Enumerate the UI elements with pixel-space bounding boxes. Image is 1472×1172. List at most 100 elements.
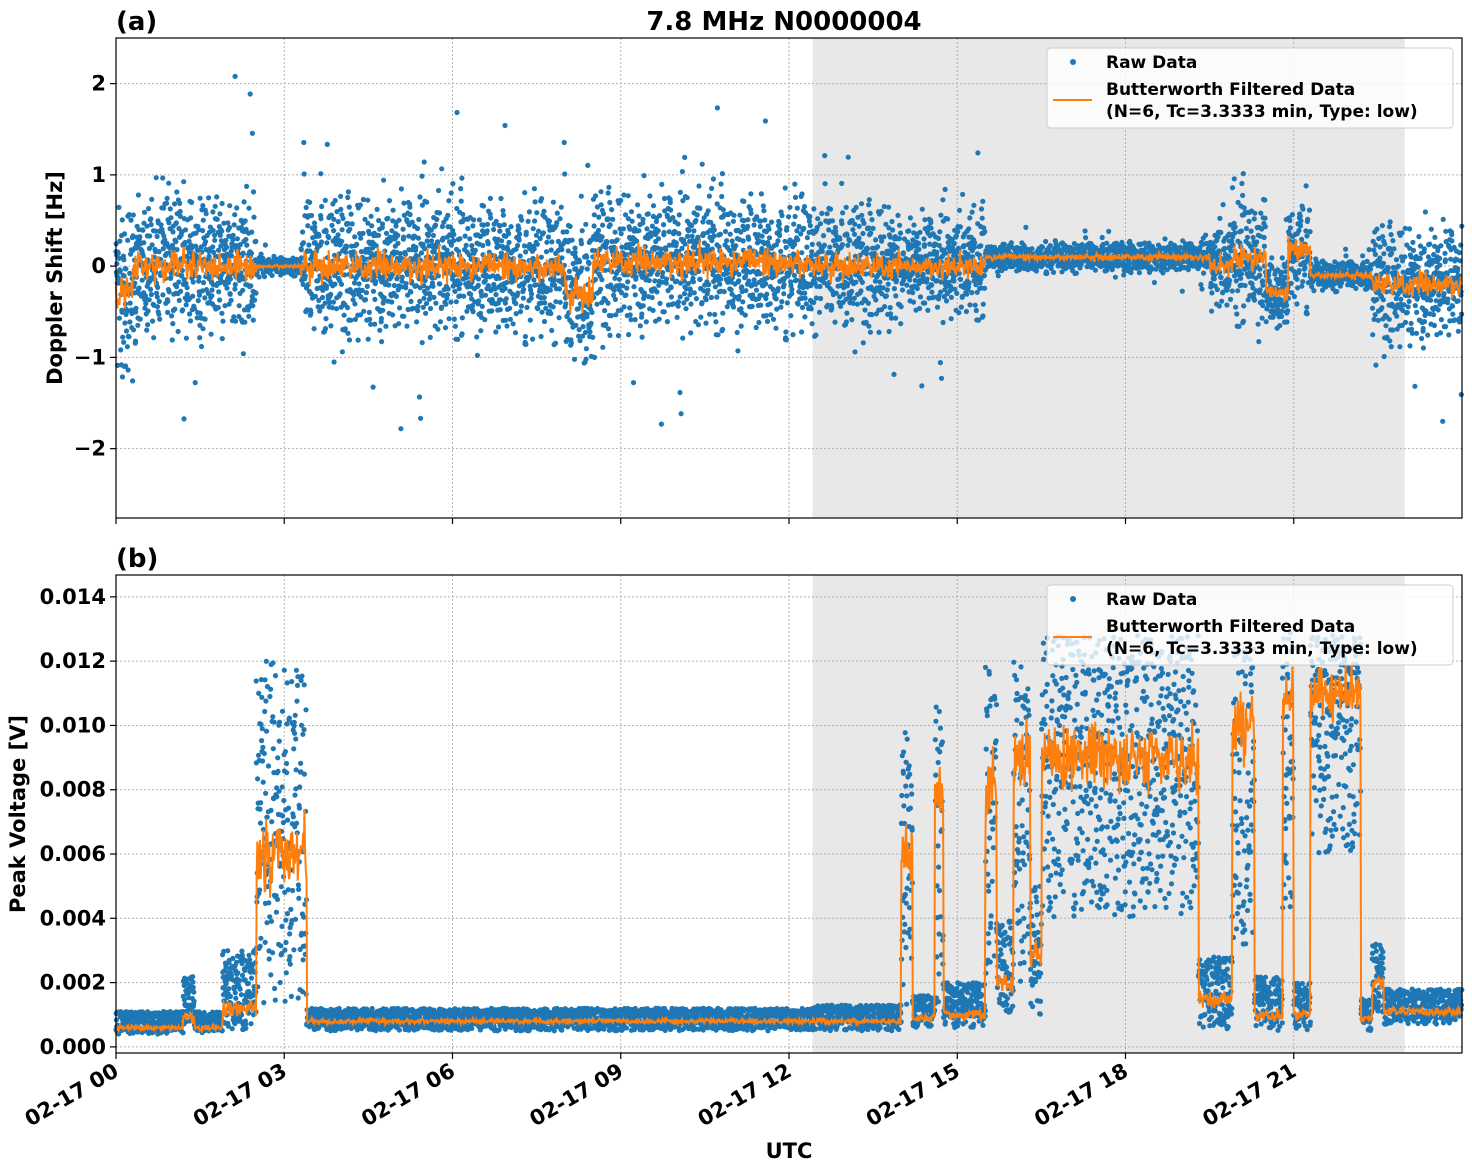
raw-point — [365, 336, 371, 342]
raw-point — [607, 199, 613, 206]
raw-point — [143, 301, 149, 307]
raw-point — [881, 234, 887, 240]
raw-point — [967, 302, 973, 308]
raw-point — [424, 199, 430, 205]
raw-point — [751, 222, 757, 228]
raw-point — [696, 183, 702, 189]
raw-point — [181, 416, 187, 422]
raw-point — [869, 217, 875, 223]
raw-point — [408, 289, 414, 295]
raw-point — [697, 205, 703, 211]
raw-point — [507, 316, 513, 322]
raw-point — [345, 194, 351, 201]
raw-point — [121, 339, 127, 345]
raw-point — [641, 173, 647, 179]
panel-b-label: (b) — [116, 544, 158, 574]
raw-point — [152, 249, 159, 255]
raw-point — [706, 193, 713, 199]
raw-point — [712, 311, 718, 318]
raw-point — [300, 240, 307, 246]
raw-point — [491, 281, 497, 288]
raw-point — [228, 253, 235, 259]
raw-point — [699, 161, 705, 167]
raw-point — [429, 238, 435, 244]
raw-point — [668, 207, 674, 213]
raw-point — [342, 326, 348, 332]
raw-point — [364, 283, 370, 289]
raw-point — [224, 251, 230, 257]
raw-point — [115, 250, 121, 256]
raw-point — [948, 316, 954, 322]
raw-point — [822, 181, 828, 187]
raw-point — [174, 247, 180, 253]
raw-point — [572, 249, 578, 256]
raw-point — [318, 216, 324, 222]
raw-point — [724, 238, 730, 244]
raw-point — [338, 281, 345, 287]
raw-point — [730, 218, 737, 224]
raw-point — [958, 304, 964, 310]
raw-point — [436, 187, 442, 194]
raw-point — [419, 173, 425, 179]
raw-point — [809, 241, 815, 247]
raw-point — [436, 210, 443, 216]
raw-point — [538, 254, 544, 260]
raw-point — [390, 207, 396, 213]
raw-point — [663, 276, 670, 282]
raw-point — [187, 318, 194, 324]
raw-point — [522, 190, 528, 196]
raw-point — [421, 295, 427, 301]
raw-point — [184, 291, 190, 297]
raw-point — [484, 221, 491, 227]
raw-point — [820, 233, 827, 239]
raw-point — [925, 307, 931, 313]
raw-point — [183, 281, 189, 287]
raw-point — [361, 308, 367, 314]
raw-point — [714, 105, 721, 111]
raw-point — [703, 320, 709, 326]
raw-point — [465, 225, 471, 232]
raw-point — [557, 299, 563, 305]
raw-point — [852, 349, 858, 355]
raw-point — [673, 240, 680, 246]
raw-point — [130, 327, 137, 333]
raw-point — [362, 297, 369, 303]
raw-point — [549, 327, 555, 334]
raw-point — [324, 283, 330, 289]
raw-point — [783, 244, 789, 250]
raw-point — [685, 233, 691, 239]
raw-point — [940, 197, 946, 203]
raw-point — [250, 317, 256, 323]
raw-point — [550, 304, 556, 310]
raw-point — [422, 246, 428, 252]
raw-point — [609, 207, 615, 213]
raw-point — [528, 291, 535, 297]
raw-point — [621, 304, 627, 310]
raw-point — [938, 375, 945, 381]
raw-point — [867, 210, 873, 216]
raw-point — [556, 286, 563, 292]
raw-point — [639, 311, 645, 317]
raw-point — [661, 222, 667, 228]
raw-point — [459, 315, 465, 321]
raw-point — [513, 311, 519, 317]
raw-point — [370, 288, 377, 294]
raw-point — [463, 275, 469, 281]
raw-point — [599, 234, 605, 240]
raw-point — [202, 295, 208, 301]
raw-point — [592, 276, 599, 283]
raw-point — [1151, 279, 1157, 286]
raw-point — [625, 279, 631, 285]
raw-point — [266, 256, 272, 262]
raw-point — [415, 308, 421, 314]
raw-point — [216, 289, 222, 295]
raw-point — [783, 337, 789, 343]
raw-point — [799, 329, 805, 335]
raw-point — [130, 212, 136, 218]
raw-point — [859, 279, 866, 285]
raw-point — [148, 216, 154, 222]
raw-point — [404, 271, 410, 277]
raw-point — [893, 315, 899, 321]
raw-point — [469, 243, 475, 249]
raw-point — [966, 226, 972, 232]
